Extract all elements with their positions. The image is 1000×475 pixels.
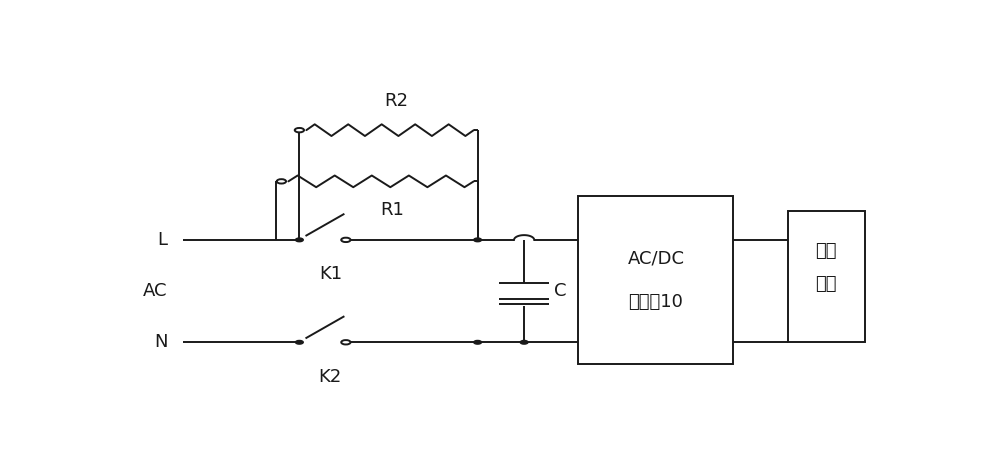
Bar	[578, 196, 733, 364]
Circle shape	[474, 238, 482, 242]
Circle shape	[296, 341, 303, 344]
Text: C: C	[554, 282, 566, 300]
Circle shape	[341, 238, 351, 242]
Text: N: N	[154, 333, 168, 352]
Circle shape	[296, 238, 303, 242]
Text: AC: AC	[143, 282, 168, 300]
Circle shape	[295, 128, 304, 133]
Circle shape	[474, 341, 482, 344]
Text: AC/DC: AC/DC	[627, 249, 684, 267]
Circle shape	[277, 179, 286, 183]
Text: 电池: 电池	[816, 275, 837, 293]
Text: K2: K2	[319, 368, 342, 386]
Text: R2: R2	[384, 92, 408, 110]
Text: 动力: 动力	[816, 242, 837, 260]
Circle shape	[520, 341, 528, 344]
Text: L: L	[158, 231, 168, 249]
Circle shape	[341, 340, 351, 344]
Text: 变换器10: 变换器10	[628, 293, 683, 311]
Text: K1: K1	[319, 266, 342, 284]
Text: R1: R1	[380, 201, 404, 219]
Bar	[788, 210, 865, 342]
